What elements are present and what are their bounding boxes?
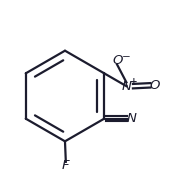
Text: $F$: $F$ bbox=[61, 159, 71, 172]
Text: $N$: $N$ bbox=[126, 112, 138, 125]
Text: $O$: $O$ bbox=[113, 54, 124, 67]
Text: $N$: $N$ bbox=[121, 80, 132, 93]
Text: +: + bbox=[130, 77, 137, 86]
Text: $-$: $-$ bbox=[121, 50, 131, 60]
Text: $O$: $O$ bbox=[149, 79, 161, 92]
